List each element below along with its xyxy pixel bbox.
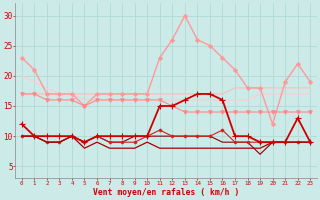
X-axis label: Vent moyen/en rafales ( km/h ): Vent moyen/en rafales ( km/h ): [93, 188, 239, 197]
